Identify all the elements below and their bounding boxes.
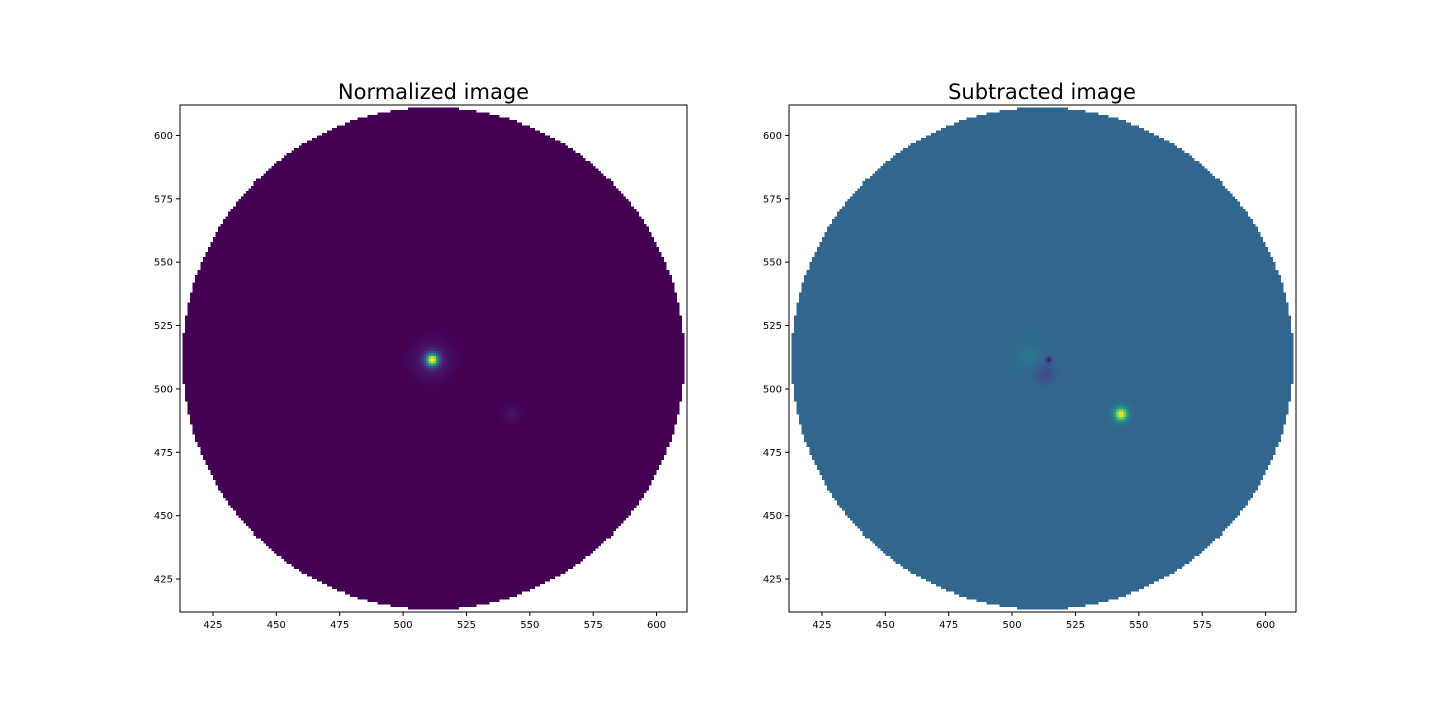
y-tick-label: 600 bbox=[154, 131, 173, 142]
axis-ticks: 425 450 475 500 525 550 575 600 425 450 475 500 525 5… bbox=[763, 131, 1275, 631]
x-tick-label: 475 bbox=[939, 620, 958, 631]
axis-ticks: 425 450 475 500 525 550 575 600 425 450 475 500 525 5… bbox=[154, 131, 666, 631]
chart-title: Normalized image bbox=[338, 80, 529, 104]
y-tick-label: 450 bbox=[154, 511, 173, 522]
panel-normalized: Normalized image 425 450 475 500 525 550 575 60… bbox=[154, 80, 688, 631]
x-tick-label: 425 bbox=[203, 620, 222, 631]
y-tick-label: 500 bbox=[763, 384, 782, 395]
y-tick-label: 475 bbox=[763, 448, 782, 459]
y-tick-label: 450 bbox=[763, 511, 782, 522]
y-tick-label: 575 bbox=[154, 194, 173, 205]
heatmap-image bbox=[789, 105, 1296, 612]
x-tick-label: 550 bbox=[1129, 620, 1148, 631]
y-tick-label: 525 bbox=[154, 321, 173, 332]
y-tick-label: 425 bbox=[154, 575, 173, 586]
y-tick-label: 600 bbox=[763, 131, 782, 142]
x-tick-label: 475 bbox=[330, 620, 349, 631]
plot-frame bbox=[179, 104, 688, 613]
plot-frame bbox=[788, 104, 1297, 613]
x-tick-label: 525 bbox=[457, 620, 476, 631]
x-tick-label: 600 bbox=[1256, 620, 1275, 631]
x-tick-label: 575 bbox=[584, 620, 603, 631]
x-tick-label: 600 bbox=[647, 620, 666, 631]
panel-subtracted: Subtracted image 425 450 475 500 525 550 575 60… bbox=[763, 80, 1297, 631]
y-tick-label: 475 bbox=[154, 448, 173, 459]
y-tick-label: 500 bbox=[154, 384, 173, 395]
y-tick-label: 575 bbox=[763, 194, 782, 205]
y-tick-label: 425 bbox=[763, 575, 782, 586]
x-tick-label: 575 bbox=[1193, 620, 1212, 631]
y-tick-label: 550 bbox=[763, 258, 782, 269]
x-tick-label: 425 bbox=[812, 620, 831, 631]
x-tick-label: 500 bbox=[1003, 620, 1022, 631]
heatmap-image bbox=[180, 105, 687, 612]
x-tick-label: 500 bbox=[394, 620, 413, 631]
x-tick-label: 550 bbox=[520, 620, 539, 631]
x-tick-label: 450 bbox=[876, 620, 895, 631]
x-tick-label: 450 bbox=[267, 620, 286, 631]
chart-title: Subtracted image bbox=[948, 80, 1136, 104]
y-tick-label: 550 bbox=[154, 258, 173, 269]
x-tick-label: 525 bbox=[1066, 620, 1085, 631]
y-tick-label: 525 bbox=[763, 321, 782, 332]
